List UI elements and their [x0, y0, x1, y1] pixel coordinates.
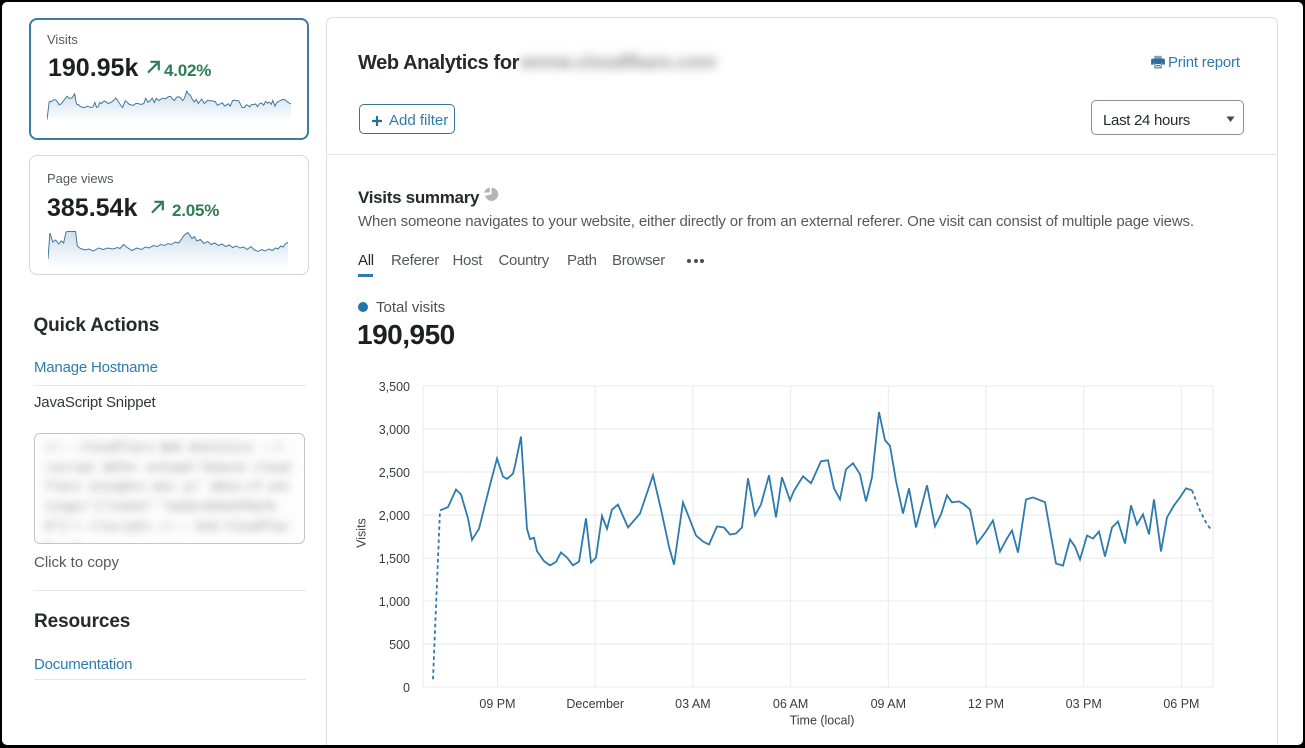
svg-text:2,500: 2,500 — [379, 466, 410, 480]
svg-text:03 AM: 03 AM — [675, 697, 710, 711]
svg-text:2,000: 2,000 — [379, 509, 410, 523]
svg-text:December: December — [566, 697, 624, 711]
svg-text:06 PM: 06 PM — [1163, 697, 1199, 711]
svg-text:09 PM: 09 PM — [479, 697, 515, 711]
svg-text:3,500: 3,500 — [379, 380, 410, 394]
svg-text:1,500: 1,500 — [379, 552, 410, 566]
svg-text:0: 0 — [403, 681, 410, 695]
svg-text:09 AM: 09 AM — [871, 697, 906, 711]
svg-text:Time (local): Time (local) — [790, 714, 855, 728]
svg-text:12 PM: 12 PM — [968, 697, 1004, 711]
svg-text:06 AM: 06 AM — [773, 697, 808, 711]
svg-text:Visits: Visits — [355, 518, 369, 548]
svg-text:03 PM: 03 PM — [1066, 697, 1102, 711]
svg-text:3,000: 3,000 — [379, 423, 410, 437]
svg-text:500: 500 — [389, 638, 410, 652]
svg-text:1,000: 1,000 — [379, 595, 410, 609]
